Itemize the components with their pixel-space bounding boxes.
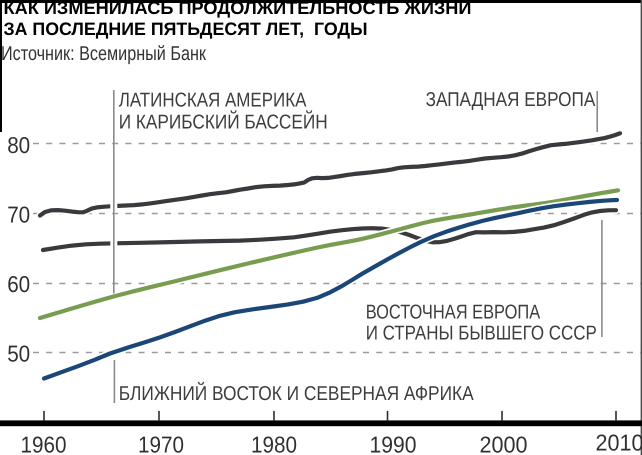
svg-text:ЗА ПОСЛЕДНИЕ ПЯТЬДЕСЯТ ЛЕТ, Г: ЗА ПОСЛЕДНИЕ ПЯТЬДЕСЯТ ЛЕТ, ГОДЫ [4,19,368,39]
svg-text:КАК ИЗМЕНИЛАСЬ ПРОДОЛЖИТЕЛЬНОС: КАК ИЗМЕНИЛАСЬ ПРОДОЛЖИТЕЛЬНОСТЬ ЖИЗНИ [4,0,472,18]
svg-text:70: 70 [7,201,30,227]
svg-text:50: 50 [7,340,30,366]
svg-text:И КАРИБСКИЙ БАССЕЙН: И КАРИБСКИЙ БАССЕЙН [119,109,328,133]
svg-text:1980: 1980 [251,432,297,455]
svg-text:ЛАТИНСКАЯ АМЕРИКА: ЛАТИНСКАЯ АМЕРИКА [119,90,307,112]
svg-text:ВОСТОЧНАЯ ЕВРОПА: ВОСТОЧНАЯ ЕВРОПА [366,302,541,324]
svg-text:И СТРАНЫ БЫВШЕГО СССР: И СТРАНЫ БЫВШЕГО СССР [366,323,597,345]
svg-text:2010: 2010 [596,430,642,455]
svg-text:80: 80 [7,132,30,158]
svg-text:60: 60 [7,271,30,297]
svg-text:1960: 1960 [21,432,67,455]
svg-text:1990: 1990 [370,432,417,455]
svg-text:БЛИЖНИЙ ВОСТОК И СЕВЕРНАЯ АФРИ: БЛИЖНИЙ ВОСТОК И СЕВЕРНАЯ АФРИКА [119,381,475,405]
svg-text:ЗАПАДНАЯ ЕВРОПА: ЗАПАДНАЯ ЕВРОПА [426,89,596,111]
svg-text:2000: 2000 [480,432,528,455]
svg-text:Источник: Всемирный Банк: Источник: Всемирный Банк [1,43,206,65]
svg-text:1970: 1970 [138,432,184,455]
